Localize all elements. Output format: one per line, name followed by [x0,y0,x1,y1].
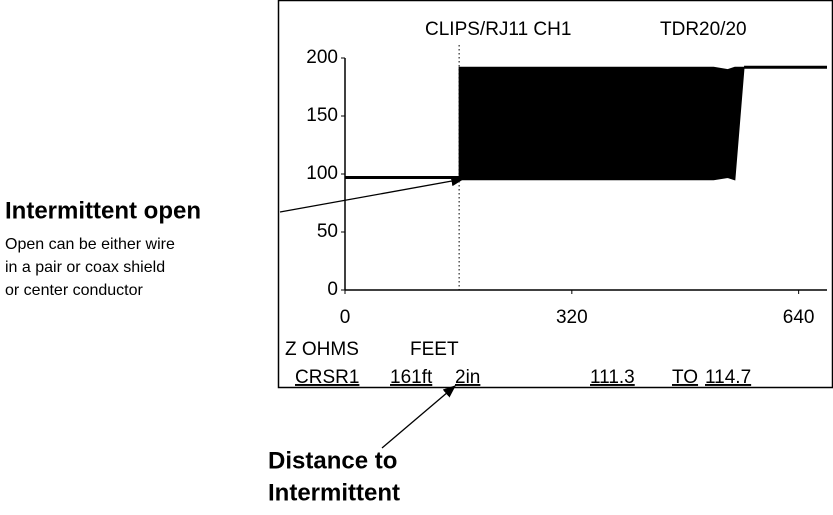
y-tick-label: 150 [306,105,338,126]
annotation-text: in a pair or coax shield [5,259,165,276]
y-tick-label: 200 [306,47,338,68]
range-to: 114.7 [705,367,751,388]
annotation-text: or center conductor [5,282,144,299]
header-left: CLIPS/RJ11 CH1 [425,19,571,40]
cursor-distance: 161ft [390,367,433,388]
header-right: TDR20/20 [660,19,747,40]
x-tick-label: 640 [783,307,815,328]
y-tick-label: 50 [317,221,338,242]
range-to-word: TO [672,367,698,388]
range-from: 111.3 [590,367,635,388]
noise-band [458,66,745,181]
annotation-arrow [381,385,456,449]
x-tick-label: 0 [340,307,351,328]
y-tick-label: 100 [306,163,338,184]
annotation-text: Open can be either wire [5,236,175,253]
annotation-title: Intermittent open [5,197,201,224]
cursor-name: CRSR1 [295,367,359,388]
annotation-title: Intermittent [268,479,400,506]
cursor-inches: 2in [455,367,480,388]
screen-frame [277,0,833,389]
x-unit: FEET [410,339,459,360]
annotation-title: Distance to [268,447,397,474]
x-tick-label: 320 [556,307,588,328]
y-unit: Z OHMS [285,339,359,360]
y-tick-label: 0 [327,279,338,300]
annotation-arrow [279,175,465,213]
